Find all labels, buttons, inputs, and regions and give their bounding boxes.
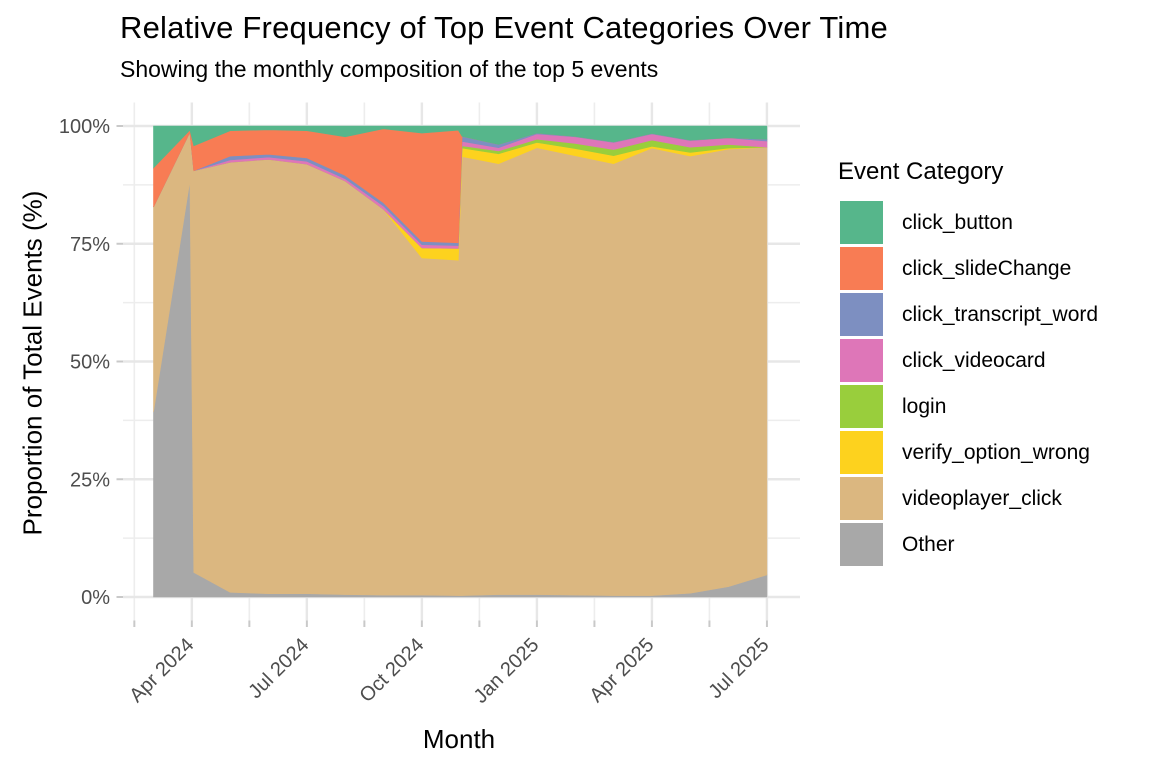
legend-item: login	[840, 385, 1098, 428]
legend-swatch-login	[840, 385, 883, 428]
legend-item: click_button	[840, 201, 1098, 244]
x-tick-label: Jan 2025	[470, 634, 544, 708]
y-tick-label: 25%	[70, 469, 110, 491]
legend-swatch-videoplayer_click	[840, 477, 883, 520]
y-tick-label: 50%	[70, 352, 110, 374]
x-tick-label: Jul 2025	[704, 634, 773, 703]
legend-item: click_transcript_word	[840, 293, 1098, 336]
legend-item-label: click_slideChange	[902, 256, 1072, 280]
legend-title: Event Category	[838, 158, 1004, 185]
legend-item-label: Other	[902, 532, 955, 556]
legend-item-label: verify_option_wrong	[902, 440, 1090, 464]
x-tick-label: Apr 2024	[125, 634, 198, 707]
legend-item-label: click_videocard	[902, 348, 1046, 372]
legend-item: Other	[840, 523, 1098, 566]
x-tick-label: Oct 2024	[355, 634, 428, 707]
legend-items: click_button click_slideChange click_trans…	[840, 201, 1098, 566]
legend-item: verify_option_wrong	[840, 431, 1098, 474]
legend-item-label: click_button	[902, 210, 1013, 234]
legend-item: click_videocard	[840, 339, 1098, 382]
legend-item-label: login	[902, 394, 947, 418]
legend-swatch-click_slideChange	[840, 247, 883, 290]
x-axis-title: Month	[422, 724, 496, 754]
legend-swatch-click_videocard	[840, 339, 883, 382]
legend: Event Category click_button click_slideCh…	[838, 158, 1098, 569]
chart-subtitle: Showing the monthly composition of the t…	[120, 56, 659, 82]
legend-swatch-Other	[840, 523, 883, 566]
area-band-click_button	[153, 125, 768, 169]
legend-item-label: click_transcript_word	[902, 302, 1099, 326]
chart-title: Relative Frequency of Top Event Categori…	[120, 10, 888, 45]
y-tick-label: 75%	[70, 234, 110, 256]
y-tick-label: 0%	[81, 587, 110, 609]
legend-item: click_slideChange	[840, 247, 1098, 290]
legend-swatch-click_transcript_word	[840, 293, 883, 336]
x-tick-label: Apr 2025	[586, 634, 659, 707]
legend-item: videoplayer_click	[840, 477, 1098, 520]
x-tick-label: Jul 2024	[244, 634, 313, 703]
legend-swatch-verify_option_wrong	[840, 431, 883, 474]
y-tick-label: 100%	[59, 116, 110, 138]
legend-item-label: videoplayer_click	[902, 486, 1062, 510]
legend-swatch-click_button	[840, 201, 883, 244]
